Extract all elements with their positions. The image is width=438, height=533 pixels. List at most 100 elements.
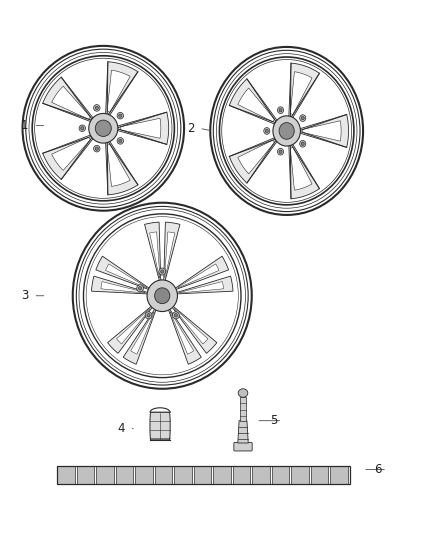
Polygon shape — [92, 276, 148, 294]
Ellipse shape — [210, 47, 363, 215]
Polygon shape — [238, 140, 275, 174]
Ellipse shape — [117, 138, 124, 144]
Polygon shape — [238, 421, 248, 443]
Ellipse shape — [301, 116, 304, 120]
Ellipse shape — [95, 147, 99, 150]
Ellipse shape — [300, 140, 306, 147]
Ellipse shape — [95, 120, 111, 136]
Polygon shape — [180, 281, 223, 293]
Ellipse shape — [301, 142, 304, 146]
Bar — [96, 466, 113, 484]
Ellipse shape — [138, 287, 142, 290]
Ellipse shape — [94, 104, 100, 111]
Ellipse shape — [264, 127, 270, 134]
Bar — [77, 466, 94, 484]
Polygon shape — [150, 412, 170, 440]
Text: 1: 1 — [21, 119, 28, 132]
Polygon shape — [300, 115, 349, 148]
Bar — [331, 466, 348, 484]
Bar — [116, 466, 133, 484]
Ellipse shape — [22, 46, 184, 211]
Polygon shape — [52, 86, 90, 119]
Text: 6: 6 — [374, 463, 382, 476]
Bar — [311, 466, 328, 484]
Bar — [233, 466, 250, 484]
Polygon shape — [120, 118, 161, 138]
Ellipse shape — [238, 389, 248, 397]
Ellipse shape — [73, 203, 252, 389]
Polygon shape — [289, 144, 319, 199]
Ellipse shape — [145, 312, 152, 319]
Ellipse shape — [159, 268, 166, 275]
Polygon shape — [172, 305, 217, 353]
FancyBboxPatch shape — [234, 442, 252, 451]
Ellipse shape — [265, 130, 268, 133]
Bar — [57, 466, 74, 484]
Polygon shape — [230, 138, 277, 183]
Ellipse shape — [279, 150, 282, 154]
Polygon shape — [174, 309, 208, 344]
Bar — [252, 466, 270, 484]
Ellipse shape — [119, 139, 122, 142]
Ellipse shape — [95, 106, 99, 110]
Ellipse shape — [94, 146, 100, 152]
Ellipse shape — [147, 280, 177, 312]
Polygon shape — [42, 77, 94, 122]
Bar — [213, 466, 231, 484]
Text: 2: 2 — [187, 122, 194, 135]
Polygon shape — [117, 112, 169, 144]
Bar — [155, 466, 172, 484]
Bar — [291, 466, 309, 484]
Ellipse shape — [147, 313, 150, 317]
Polygon shape — [106, 62, 138, 116]
Ellipse shape — [273, 116, 300, 146]
Ellipse shape — [119, 114, 122, 117]
Ellipse shape — [161, 270, 164, 273]
Polygon shape — [96, 256, 150, 290]
Polygon shape — [150, 232, 160, 278]
Bar — [272, 466, 289, 484]
Ellipse shape — [173, 312, 179, 319]
Bar — [174, 466, 192, 484]
Polygon shape — [42, 135, 94, 180]
Ellipse shape — [300, 115, 306, 122]
Ellipse shape — [117, 112, 124, 119]
Ellipse shape — [89, 114, 118, 143]
Polygon shape — [52, 138, 90, 171]
Polygon shape — [123, 308, 156, 364]
Ellipse shape — [278, 148, 283, 155]
Polygon shape — [176, 276, 233, 294]
Text: 3: 3 — [21, 289, 28, 302]
Polygon shape — [290, 72, 312, 115]
Polygon shape — [290, 147, 312, 190]
Polygon shape — [174, 256, 229, 290]
Polygon shape — [108, 305, 153, 353]
Polygon shape — [164, 222, 180, 281]
Polygon shape — [117, 309, 150, 344]
Bar — [135, 466, 152, 484]
Polygon shape — [107, 70, 130, 112]
Polygon shape — [101, 281, 145, 293]
Polygon shape — [145, 222, 161, 281]
Polygon shape — [303, 121, 341, 141]
Polygon shape — [106, 264, 147, 288]
Polygon shape — [106, 141, 138, 195]
Text: 5: 5 — [270, 414, 277, 427]
Polygon shape — [168, 308, 201, 364]
Polygon shape — [165, 232, 175, 278]
Ellipse shape — [155, 288, 170, 304]
Ellipse shape — [137, 285, 144, 292]
Ellipse shape — [278, 107, 283, 114]
Polygon shape — [170, 312, 194, 354]
Ellipse shape — [279, 123, 294, 139]
Bar — [194, 466, 211, 484]
Polygon shape — [230, 79, 277, 124]
Ellipse shape — [279, 109, 282, 112]
Polygon shape — [238, 88, 275, 122]
Ellipse shape — [79, 125, 85, 132]
Bar — [57, 466, 350, 484]
Polygon shape — [178, 264, 219, 288]
Polygon shape — [131, 312, 154, 354]
Ellipse shape — [174, 313, 177, 317]
Polygon shape — [240, 397, 246, 421]
